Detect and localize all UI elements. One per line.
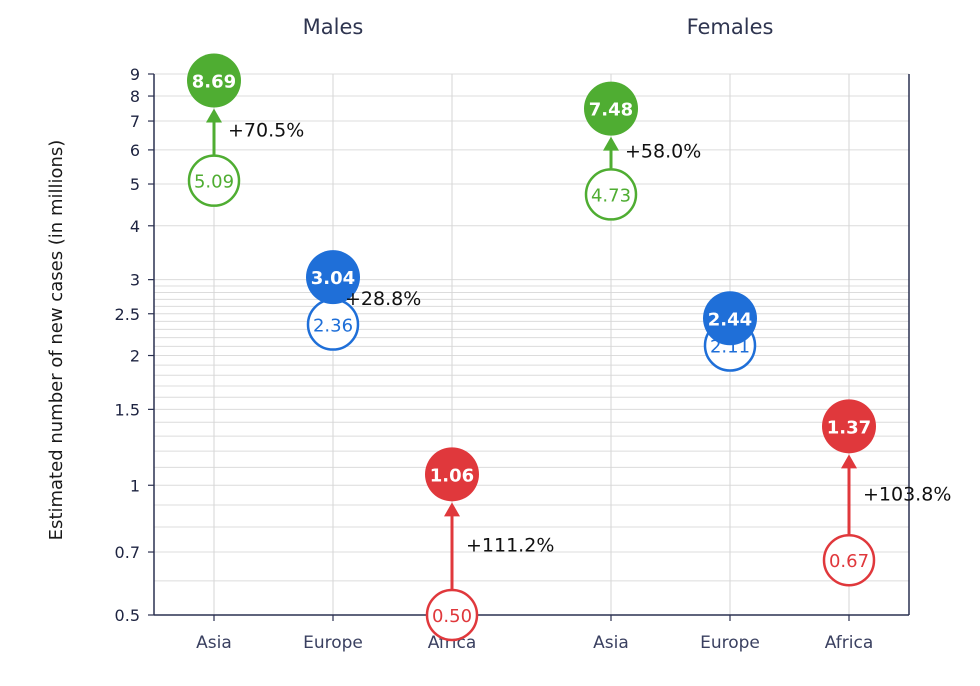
value-label-after: 3.04: [311, 268, 355, 289]
x-tick-label: Europe: [700, 633, 760, 653]
y-tick-label: 1.5: [115, 400, 140, 419]
dumbbell-females-asia: 4.73 7.48 +58.0%: [584, 81, 701, 221]
arrow-head: [603, 136, 619, 151]
x-tick-label: Europe: [303, 633, 363, 653]
marker-before: [822, 533, 876, 587]
y-axis-label: Estimated number of new cases (in millio…: [46, 140, 67, 541]
y-tick-label: 7: [130, 112, 140, 131]
panel-title-females: Females: [687, 15, 774, 39]
arrow-head: [444, 502, 460, 517]
y-tick-label: 4: [130, 217, 140, 236]
marker-before: [584, 168, 638, 221]
dumbbell-males-africa: 0.50 1.06 +111.2%: [425, 447, 554, 642]
y-tick-label: 8: [130, 87, 140, 106]
y-tick-label: 0.5: [115, 606, 140, 625]
y-tick-label: 0.7: [115, 543, 140, 562]
arrow-head: [841, 454, 857, 469]
panel-title-males: Males: [303, 15, 364, 39]
percent-change-label: +58.0%: [625, 141, 701, 163]
value-label-before: 0.50: [432, 606, 472, 627]
value-label-before: 2.36: [313, 316, 353, 337]
dumbbell-males-europe: 2.36 3.04+28.8%: [306, 250, 421, 351]
y-tick-label: 6: [130, 141, 140, 160]
value-label-after: 8.69: [192, 72, 236, 93]
percent-change-label: +28.8%: [345, 288, 421, 310]
x-ticks: Asia Europe Africa Asia Europe Africa: [196, 615, 873, 653]
dumbbell-males-asia: 5.09 8.69 +70.5%: [187, 53, 304, 207]
x-tick-label: Asia: [593, 633, 629, 653]
marker-after: [187, 53, 241, 108]
y-ticks: 0.5 0.7 1 1.5 2 2.5 3 4 5 6 7 8 9: [115, 65, 154, 625]
y-tick-label: 2.5: [115, 305, 140, 324]
value-label-before: 4.73: [591, 185, 631, 206]
y-tick-label: 3: [130, 271, 140, 290]
axes: [153, 74, 910, 616]
dumbbell-females-europe: 2.112.44: [703, 291, 757, 372]
value-label-after: 1.37: [827, 417, 871, 438]
value-label-after: 7.48: [589, 100, 633, 121]
marker-after: [584, 81, 638, 136]
marker-before: [425, 588, 479, 642]
x-tick-label: Africa: [825, 633, 874, 653]
value-label-after: 2.44: [708, 309, 752, 330]
data-marks: 5.09 8.69 +70.5% 2.36 3.04+28.8% 0.50 1.06 +111…: [187, 53, 951, 642]
x-tick-label: Asia: [196, 633, 232, 653]
arrow-head: [206, 108, 222, 123]
percent-change-label: +103.8%: [863, 483, 951, 505]
y-tick-label: 5: [130, 175, 140, 194]
marker-before: [187, 154, 241, 207]
marker-after: [822, 399, 876, 454]
value-label-before: 5.09: [194, 172, 234, 193]
y-tick-label: 1: [130, 476, 140, 495]
value-label-before: 0.67: [829, 551, 869, 572]
dumbbell-females-africa: 0.67 1.37 +103.8%: [822, 399, 951, 587]
marker-after: [425, 447, 479, 502]
percent-change-label: +111.2%: [466, 535, 554, 557]
marker-after: [703, 291, 757, 346]
y-tick-label: 2: [130, 347, 140, 366]
percent-change-label: +70.5%: [228, 120, 304, 142]
marker-after: [306, 250, 360, 305]
value-label-after: 1.06: [430, 465, 474, 486]
y-tick-label: 9: [130, 65, 140, 84]
